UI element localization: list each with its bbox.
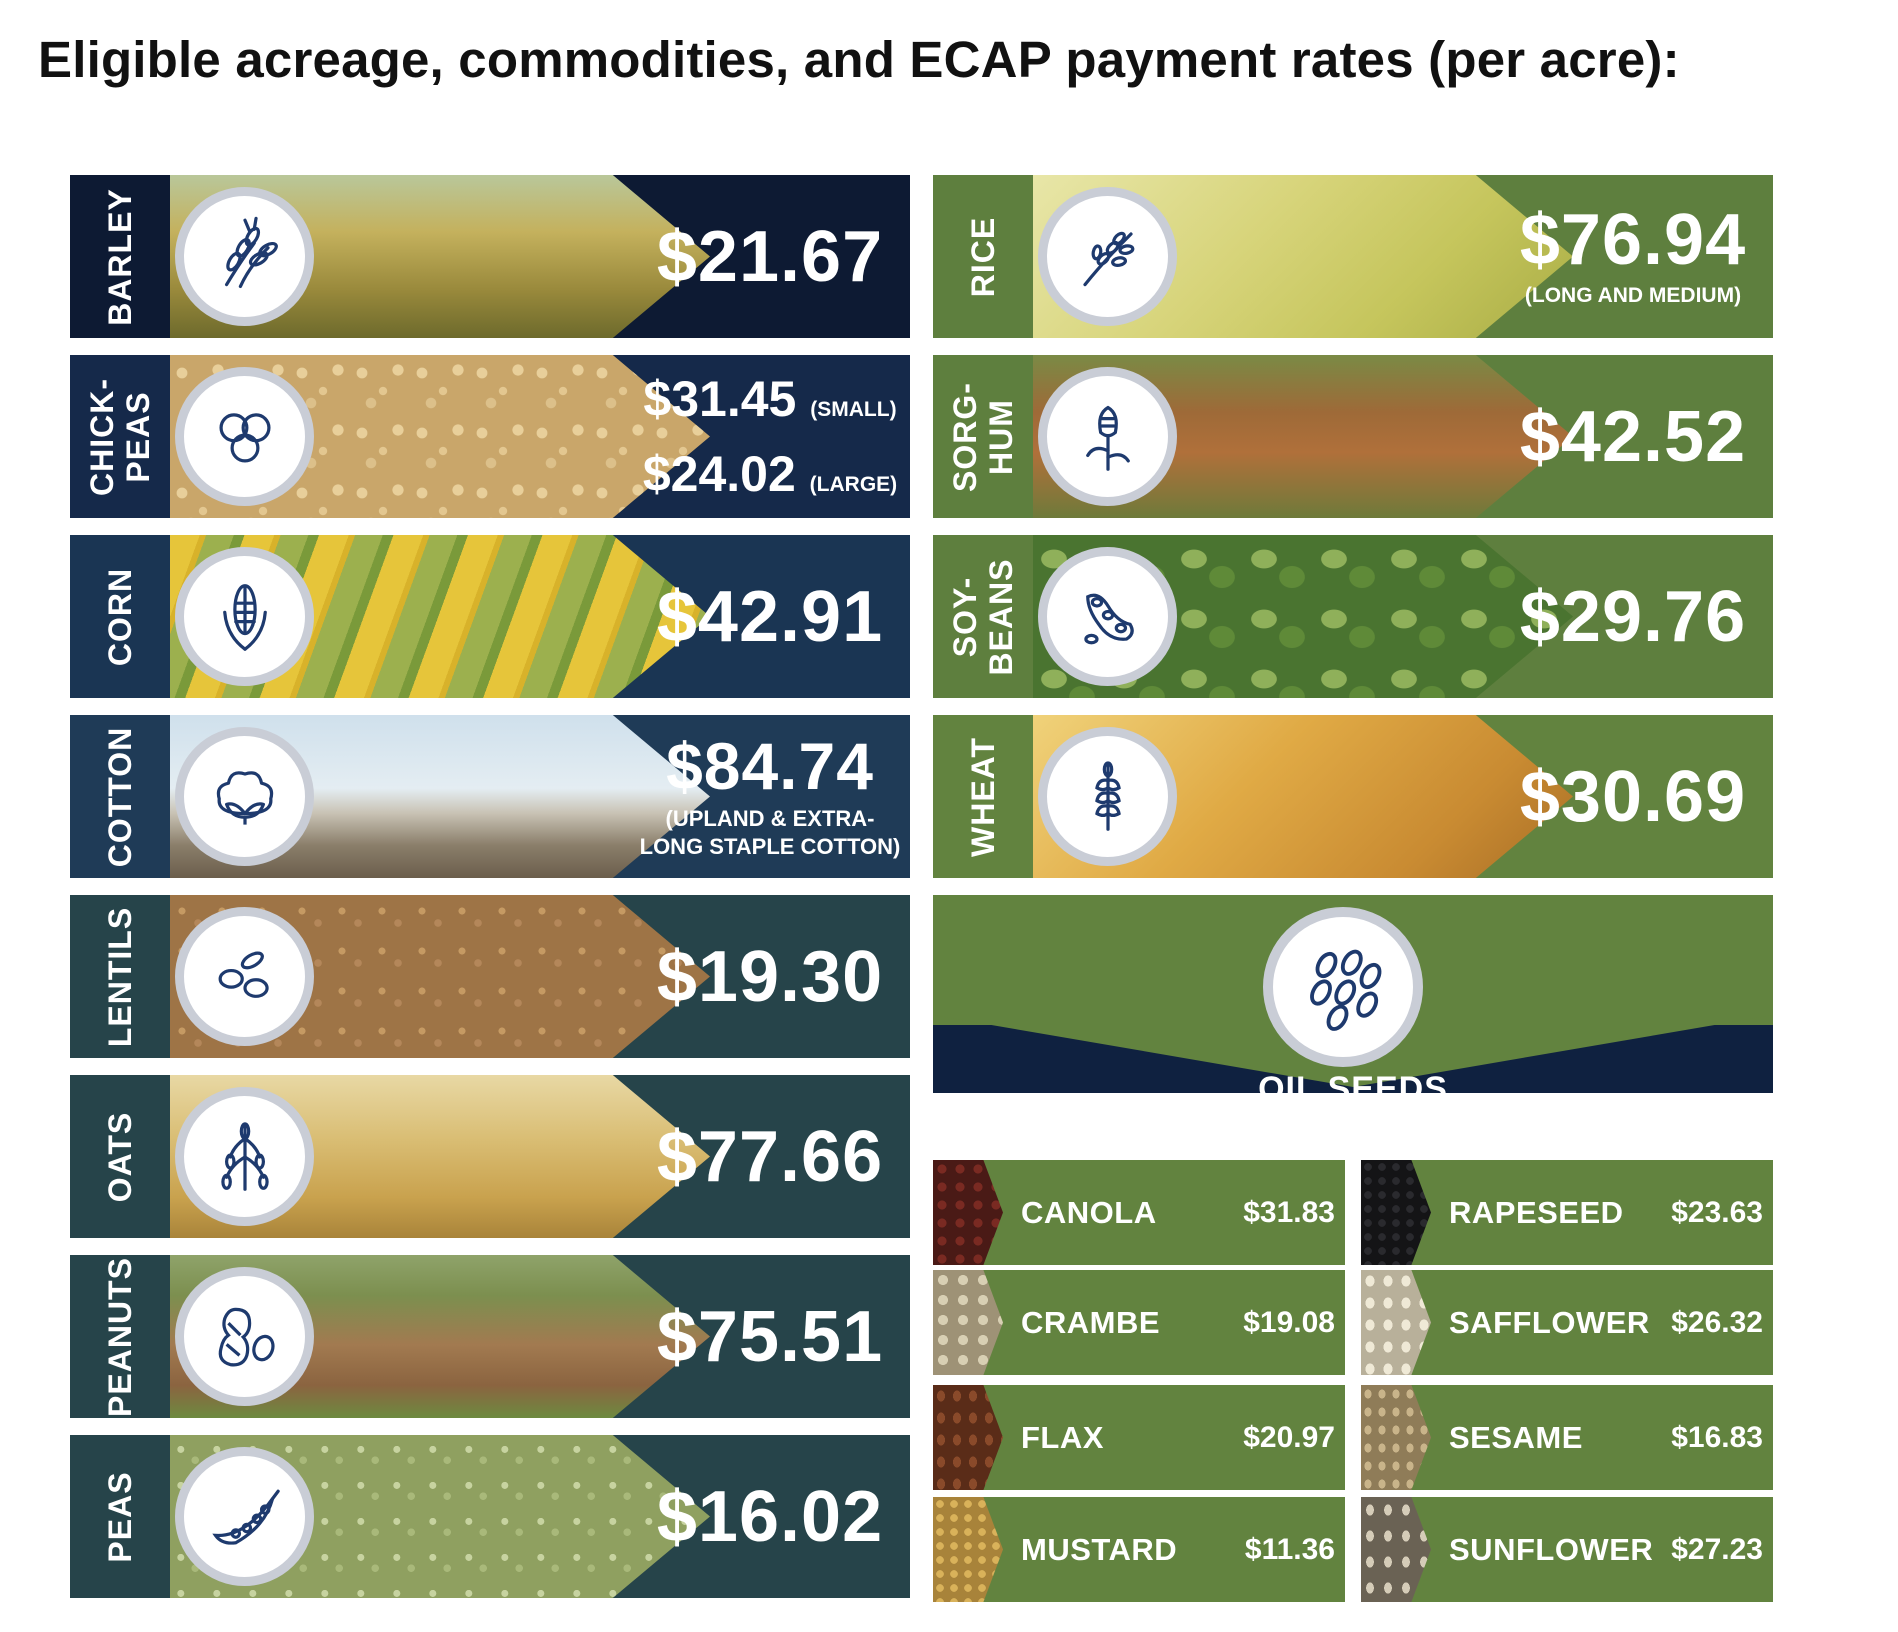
price: $77.66 bbox=[656, 1116, 884, 1197]
price: $21.67 bbox=[656, 216, 884, 297]
corn-icon bbox=[175, 547, 314, 686]
seed-price: $16.83 bbox=[1671, 1421, 1763, 1454]
row-label: CHICK- PEAS bbox=[84, 377, 156, 496]
seed-name: SAFFLOWER bbox=[1449, 1305, 1650, 1340]
oilseeds-icon bbox=[1263, 907, 1423, 1067]
row-label: OATS bbox=[102, 1111, 138, 1202]
row-label: WHEAT bbox=[965, 736, 1001, 857]
row-label: COTTON bbox=[102, 726, 138, 867]
chickpeas-icon bbox=[175, 367, 314, 506]
cotton-icon bbox=[175, 727, 314, 866]
note-large: (LARGE) bbox=[809, 472, 898, 496]
seed-mustard: MUSTARD $11.36 bbox=[933, 1497, 1345, 1602]
row-wheat: WHEAT $30.69 bbox=[933, 715, 1773, 878]
row-lentils: LENTILS $19.30 bbox=[70, 895, 910, 1058]
seed-price: $11.36 bbox=[1244, 1533, 1335, 1566]
seed-name: CRAMBE bbox=[1021, 1305, 1161, 1340]
seed-price: $27.23 bbox=[1671, 1533, 1763, 1566]
row-label: RICE bbox=[965, 216, 1001, 297]
price: $16.02 bbox=[656, 1476, 884, 1557]
peanuts-icon bbox=[175, 1267, 314, 1406]
row-label: SORG- HUM bbox=[947, 381, 1019, 492]
page-title: Eligible acreage, commodities, and ECAP … bbox=[38, 31, 1680, 88]
row-peas: PEAS $16.02 bbox=[70, 1435, 910, 1598]
row-label: PEAS bbox=[102, 1470, 138, 1563]
oilseeds-label: OIL SEEDS bbox=[1258, 1070, 1448, 1108]
row-rice: RICE $76.94 (LONG AND MEDIUM) bbox=[933, 175, 1773, 338]
rice-icon bbox=[1038, 187, 1177, 326]
seed-name: SUNFLOWER bbox=[1449, 1532, 1654, 1567]
price: $42.52 bbox=[1519, 396, 1747, 477]
price-note: (UPLAND & EXTRA-LONG STAPLE COTTON) bbox=[639, 805, 901, 859]
lentils-icon bbox=[175, 907, 314, 1046]
seed-price: $19.08 bbox=[1243, 1306, 1335, 1339]
oilseeds-header: OIL SEEDS bbox=[933, 895, 1773, 1135]
price: $75.51 bbox=[656, 1296, 884, 1377]
price: $84.74 bbox=[666, 728, 874, 803]
seed-price: $31.83 bbox=[1243, 1196, 1335, 1229]
seed-name: CANOLA bbox=[1021, 1195, 1157, 1230]
seed-price: $26.32 bbox=[1671, 1306, 1763, 1339]
soybeans-icon bbox=[1038, 547, 1177, 686]
price-small: $31.45 bbox=[643, 370, 797, 427]
seed-sunflower: SUNFLOWER $27.23 bbox=[1361, 1497, 1773, 1602]
seed-price: $20.97 bbox=[1243, 1421, 1335, 1454]
row-label: CORN bbox=[102, 567, 138, 666]
row-barley: BARLEY $21.67 bbox=[70, 175, 910, 338]
seed-name: RAPESEED bbox=[1449, 1195, 1624, 1230]
seed-rapeseed: RAPESEED $23.63 bbox=[1361, 1160, 1773, 1265]
row-oats: OATS $77.66 bbox=[70, 1075, 910, 1238]
price: $30.69 bbox=[1519, 756, 1747, 837]
seed-canola: CANOLA $31.83 bbox=[933, 1160, 1345, 1265]
price: $19.30 bbox=[656, 936, 884, 1017]
oats-icon bbox=[175, 1087, 314, 1226]
peas-icon bbox=[175, 1447, 314, 1586]
row-label: LENTILS bbox=[102, 906, 138, 1047]
seed-flax: FLAX $20.97 bbox=[933, 1385, 1345, 1490]
row-soybeans: SOY- BEANS $29.76 bbox=[933, 535, 1773, 698]
row-cotton: COTTON $84.74 (UPLAND & EXTRA-LONG STAPL… bbox=[70, 715, 910, 878]
row-label: SOY- BEANS bbox=[947, 557, 1019, 676]
seed-crambe: CRAMBE $19.08 bbox=[933, 1270, 1345, 1375]
price-note: (LONG AND MEDIUM) bbox=[1524, 283, 1742, 307]
row-sorghum: SORG- HUM $42.52 bbox=[933, 355, 1773, 518]
wheat-icon bbox=[1038, 727, 1177, 866]
row-corn: CORN $42.91 bbox=[70, 535, 910, 698]
row-label: PEANUTS bbox=[102, 1256, 138, 1417]
note-small: (SMALL) bbox=[810, 397, 897, 421]
seed-name: FLAX bbox=[1021, 1420, 1104, 1455]
seed-safflower: SAFFLOWER $26.32 bbox=[1361, 1270, 1773, 1375]
price: $76.94 bbox=[1519, 199, 1747, 280]
seed-sesame: SESAME $16.83 bbox=[1361, 1385, 1773, 1490]
price: $42.91 bbox=[656, 576, 884, 657]
row-label: BARLEY bbox=[102, 187, 138, 326]
sorghum-icon bbox=[1038, 367, 1177, 506]
price: $29.76 bbox=[1519, 576, 1747, 657]
row-peanuts: PEANUTS $75.51 bbox=[70, 1255, 910, 1418]
barley-icon bbox=[175, 187, 314, 326]
price-large: $24.02 bbox=[642, 445, 796, 502]
seed-price: $23.63 bbox=[1671, 1196, 1763, 1229]
seed-name: SESAME bbox=[1449, 1420, 1583, 1455]
seed-name: MUSTARD bbox=[1021, 1532, 1178, 1567]
row-chickpeas: CHICK- PEAS $31.45 (SMALL) $24.02 (LARGE… bbox=[70, 355, 910, 518]
